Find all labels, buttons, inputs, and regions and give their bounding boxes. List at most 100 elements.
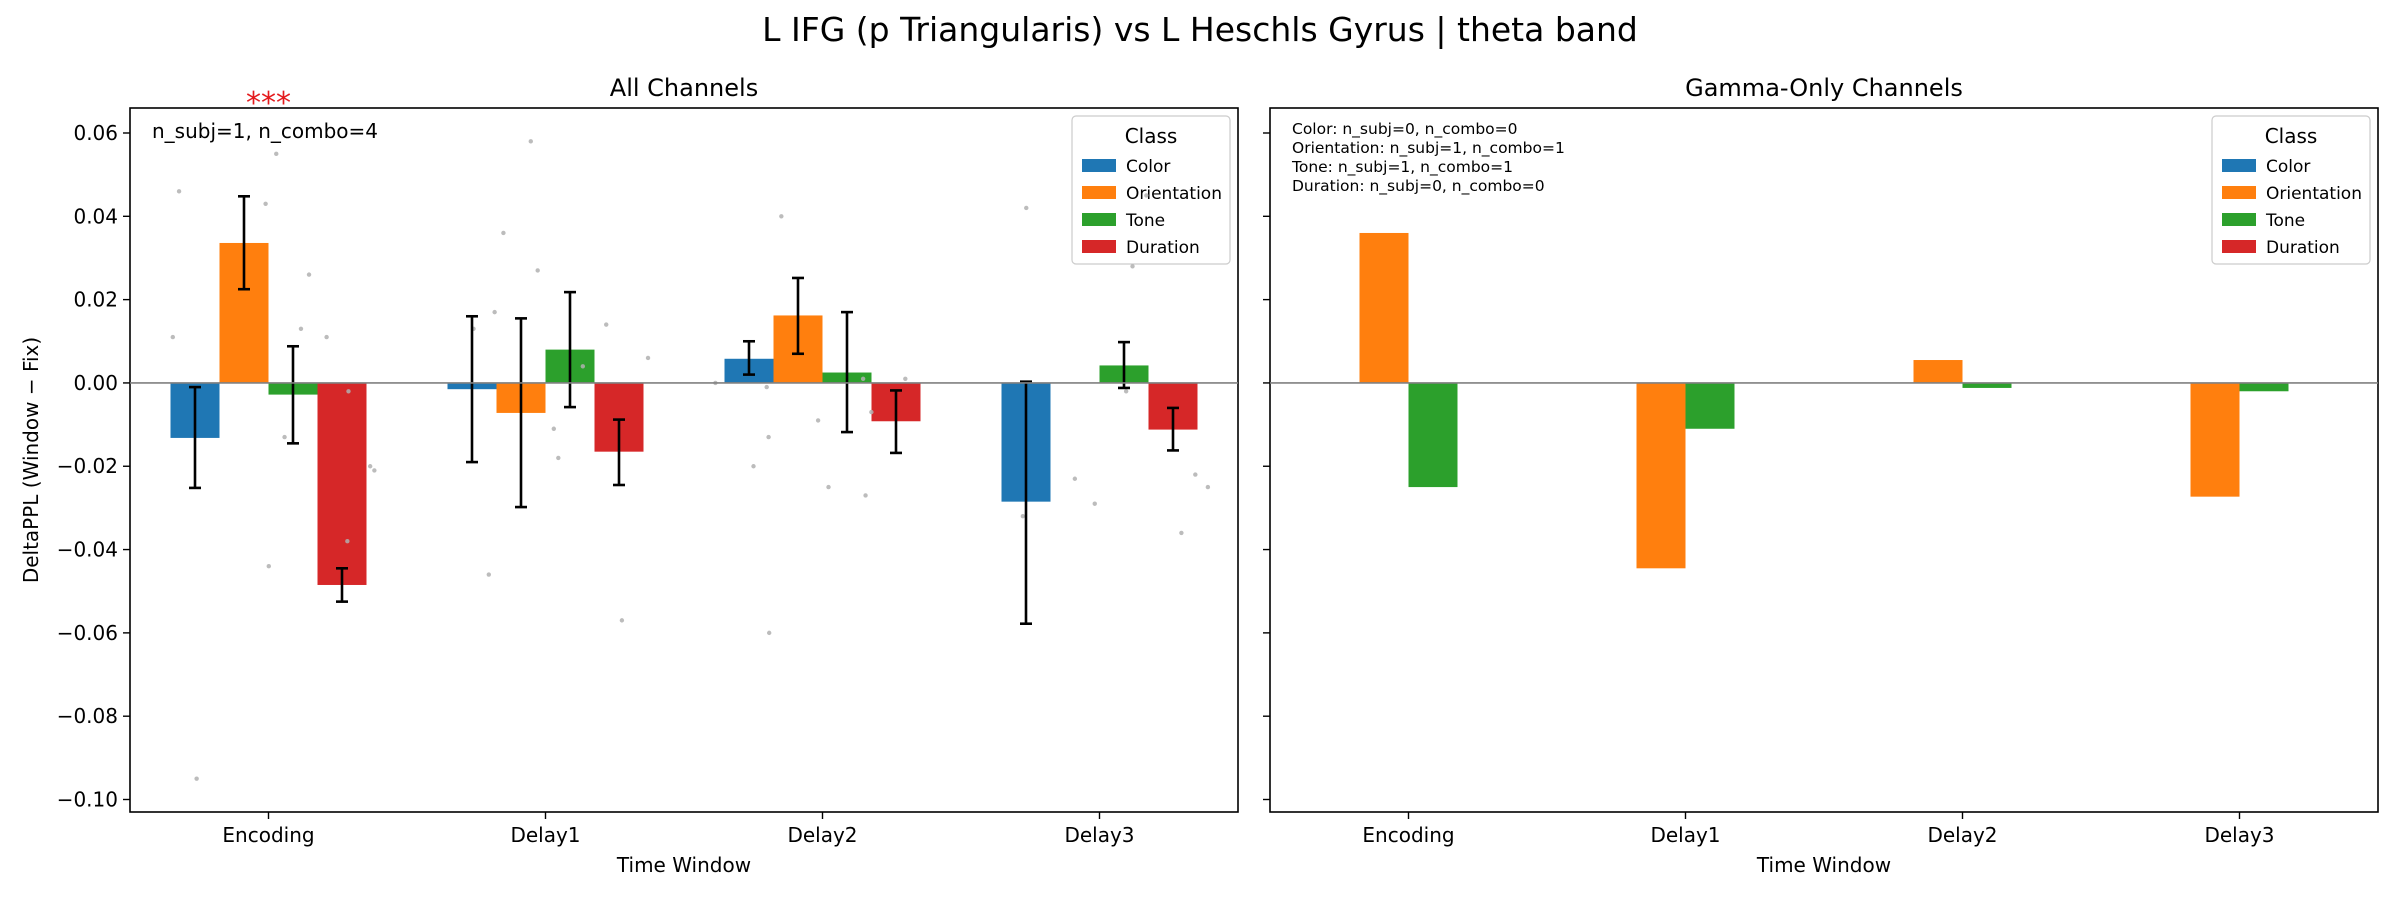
legend-title: Class bbox=[2265, 124, 2318, 148]
annotation-duration-counts: Duration: n_subj=0, n_combo=0 bbox=[1292, 177, 1545, 196]
bar-tone-delay1 bbox=[1685, 382, 1735, 429]
y-tick-label: −0.08 bbox=[57, 704, 118, 728]
legend-swatch-duration bbox=[1082, 240, 1116, 253]
legend-gamma-only: Class Color Orientation Tone Duration bbox=[2211, 115, 2371, 265]
data-point-tone bbox=[1130, 264, 1135, 269]
legend-box bbox=[1071, 115, 1231, 265]
data-point-orientation bbox=[535, 268, 540, 273]
data-point-duration bbox=[619, 618, 625, 623]
data-point-tone bbox=[815, 418, 821, 423]
legend-label-orientation: Orientation bbox=[2266, 184, 2362, 204]
legend-swatch-tone bbox=[1082, 213, 1116, 226]
y-axis-label: DeltaPPL (Window − Fix) bbox=[19, 337, 43, 583]
panel-all-channels: All Channels Time Window DeltaPPL (Windo… bbox=[19, 74, 1239, 877]
data-point-orientation bbox=[1092, 501, 1097, 506]
data-point-duration bbox=[903, 376, 908, 381]
data-point-color bbox=[486, 572, 492, 577]
significance-marker: *** bbox=[246, 86, 291, 121]
data-point-duration bbox=[372, 468, 377, 473]
data-point-duration bbox=[604, 322, 609, 327]
x-tick-label-delay2: Delay2 bbox=[1927, 823, 1997, 847]
data-point-tone bbox=[580, 364, 586, 369]
data-point-duration bbox=[1179, 530, 1184, 536]
legend-label-orientation: Orientation bbox=[1126, 184, 1222, 204]
data-point-duration bbox=[346, 389, 351, 394]
data-point-color bbox=[176, 189, 182, 194]
x-tick-label-delay1: Delay1 bbox=[1650, 823, 1720, 847]
data-point-color bbox=[1024, 205, 1029, 211]
panel-gamma-only-channels: Gamma-Only Channels Time Window Color: n… bbox=[1263, 74, 2379, 877]
bar-orientation-delay2 bbox=[1913, 360, 1963, 383]
legend-label-tone: Tone bbox=[1125, 211, 1165, 231]
bar-orientation-delay3 bbox=[2190, 382, 2240, 497]
x-tick-label-delay1: Delay1 bbox=[510, 823, 580, 847]
data-point-orientation bbox=[263, 201, 268, 207]
x-tick-label-delay2: Delay2 bbox=[787, 823, 857, 847]
bar-tone-delay3 bbox=[2239, 382, 2289, 392]
subplot-title-gamma-only: Gamma-Only Channels bbox=[1685, 74, 1963, 102]
figure-title: L IFG (p Triangularis) vs L Heschls Gyru… bbox=[762, 10, 1638, 49]
legend-swatch-orientation bbox=[2222, 186, 2256, 199]
legend-label-color: Color bbox=[2266, 157, 2310, 177]
data-point-tone bbox=[863, 493, 868, 498]
data-point-tone bbox=[298, 326, 304, 331]
data-point-tone bbox=[1144, 193, 1149, 198]
plot-frame-all-channels bbox=[129, 107, 1239, 813]
data-point-duration bbox=[345, 539, 350, 544]
y-tick-label: 0.00 bbox=[73, 371, 118, 395]
y-tick-label: −0.02 bbox=[57, 454, 118, 478]
legend-label-duration: Duration bbox=[2266, 238, 2340, 258]
x-tick-label-encoding: Encoding bbox=[222, 823, 314, 847]
legend-swatch-tone bbox=[2222, 213, 2256, 226]
data-point-tone bbox=[551, 426, 557, 431]
x-axis-label-gamma-only: Time Window bbox=[1756, 853, 1891, 877]
data-point-tone bbox=[556, 455, 561, 461]
bar-orientation-delay1 bbox=[1636, 382, 1686, 569]
bar-duration-encoding bbox=[317, 382, 367, 585]
data-point-tone bbox=[306, 272, 312, 277]
data-point-color bbox=[1020, 514, 1026, 519]
data-point-orientation bbox=[501, 230, 506, 236]
data-point-duration bbox=[1193, 472, 1198, 477]
data-point-duration bbox=[869, 409, 874, 415]
annotation-color-counts: Color: n_subj=0, n_combo=0 bbox=[1292, 120, 1518, 139]
bar-tone-delay2 bbox=[1962, 382, 2012, 388]
x-tick-label-encoding: Encoding bbox=[1362, 823, 1454, 847]
data-point-tone bbox=[282, 434, 287, 440]
data-point-tone bbox=[324, 334, 329, 340]
data-point-duration bbox=[367, 464, 373, 469]
data-point-color bbox=[764, 384, 769, 390]
legend-swatch-color bbox=[2222, 159, 2256, 172]
bar-orientation-encoding bbox=[1359, 232, 1409, 383]
sample-size-annotations-gamma: Color: n_subj=0, n_combo=0 Orientation: … bbox=[1291, 120, 1565, 196]
legend-label-color: Color bbox=[1126, 157, 1170, 177]
x-axis-label-all-channels: Time Window bbox=[616, 853, 751, 877]
data-point-orientation bbox=[1072, 476, 1078, 481]
sample-size-annotation: n_subj=1, n_combo=4 bbox=[152, 119, 378, 143]
plot-frame-gamma-only bbox=[1269, 107, 2379, 813]
data-point-orientation bbox=[766, 434, 771, 440]
data-point-orientation bbox=[766, 630, 772, 636]
data-point-orientation bbox=[779, 214, 784, 219]
annotation-tone-counts: Tone: n_subj=1, n_combo=1 bbox=[1291, 158, 1513, 177]
data-point-duration bbox=[860, 376, 866, 381]
data-point-duration bbox=[645, 355, 651, 361]
legend-label-duration: Duration bbox=[1126, 238, 1200, 258]
y-tick-label: −0.10 bbox=[57, 788, 118, 812]
data-point-tone bbox=[1123, 389, 1129, 394]
y-tick-label: 0.02 bbox=[73, 288, 118, 312]
legend-label-tone: Tone bbox=[2265, 211, 2305, 231]
x-tick-label-delay3: Delay3 bbox=[2204, 823, 2274, 847]
data-point-orientation bbox=[266, 564, 271, 569]
annotation-orientation-counts: Orientation: n_subj=1, n_combo=1 bbox=[1292, 139, 1565, 158]
data-point-color bbox=[751, 464, 756, 469]
x-tick-label-delay3: Delay3 bbox=[1064, 823, 1134, 847]
y-tick-label: −0.06 bbox=[57, 621, 118, 645]
data-point-orientation bbox=[274, 151, 279, 157]
legend-box bbox=[2211, 115, 2371, 265]
data-point-color bbox=[492, 309, 497, 315]
legend-all-channels: Class Color Orientation Tone Duration bbox=[1071, 115, 1231, 265]
legend-swatch-orientation bbox=[1082, 186, 1116, 199]
legend-swatch-duration bbox=[2222, 240, 2256, 253]
